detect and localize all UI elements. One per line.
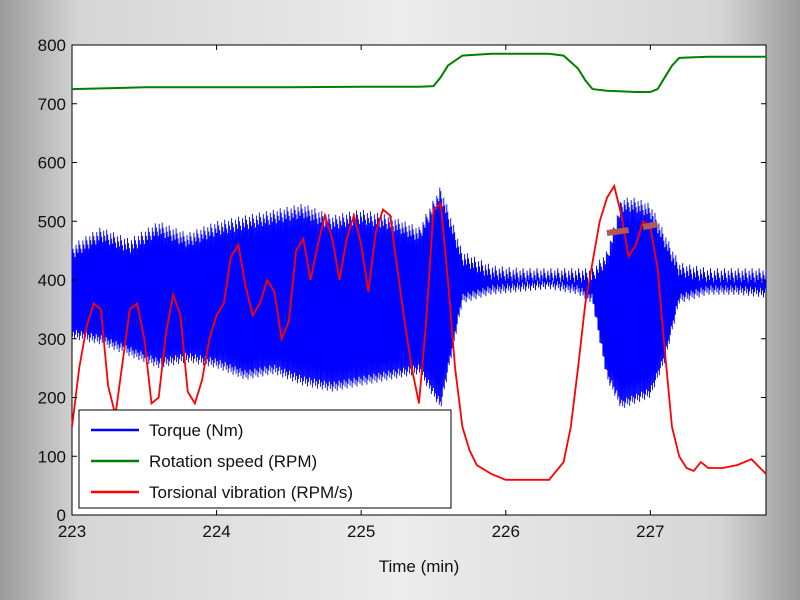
legend: Torque (Nm) Rotation speed (RPM) Torsional… bbox=[78, 409, 452, 509]
series-torque-line bbox=[71, 187, 767, 408]
x-tick-label: 224 bbox=[202, 522, 230, 541]
annotation-segment-1 bbox=[606, 227, 630, 236]
series-rpm-line bbox=[71, 52, 766, 93]
y-axis: 0 100 200 300 400 500 600 700 800 bbox=[38, 36, 766, 525]
legend-box bbox=[78, 409, 452, 509]
y-tick-label: 400 bbox=[38, 271, 66, 290]
y-tick-label: 800 bbox=[38, 36, 66, 55]
y-tick-label: 700 bbox=[38, 95, 66, 114]
x-tick-label: 223 bbox=[58, 522, 86, 541]
y-tick-label: 500 bbox=[38, 212, 66, 231]
x-tick-label: 225 bbox=[347, 522, 375, 541]
y-tick-label: 100 bbox=[38, 447, 66, 466]
y-tick-label: 200 bbox=[38, 389, 66, 408]
y-tick-label: 600 bbox=[38, 154, 66, 173]
legend-label-1: Torque (Nm) bbox=[149, 421, 243, 440]
y-tick-label: 300 bbox=[38, 330, 66, 349]
x-tick-label: 226 bbox=[492, 522, 520, 541]
annotation-segment-2 bbox=[642, 221, 659, 231]
y-tick-label: 0 bbox=[57, 506, 66, 525]
series-torque-group bbox=[71, 187, 767, 408]
x-tick-label: 227 bbox=[636, 522, 664, 541]
series-rpm-group bbox=[71, 52, 766, 93]
annotations-group bbox=[606, 221, 659, 236]
x-axis-title: Time (min) bbox=[379, 557, 460, 576]
legend-label-2: Rotation speed (RPM) bbox=[149, 452, 317, 471]
series-torsional-line bbox=[71, 183, 767, 481]
legend-label-3: Torsional vibration (RPM/s) bbox=[149, 483, 353, 502]
series-torsional-group bbox=[71, 183, 767, 481]
x-axis: 223 224 225 226 227 bbox=[58, 45, 665, 541]
